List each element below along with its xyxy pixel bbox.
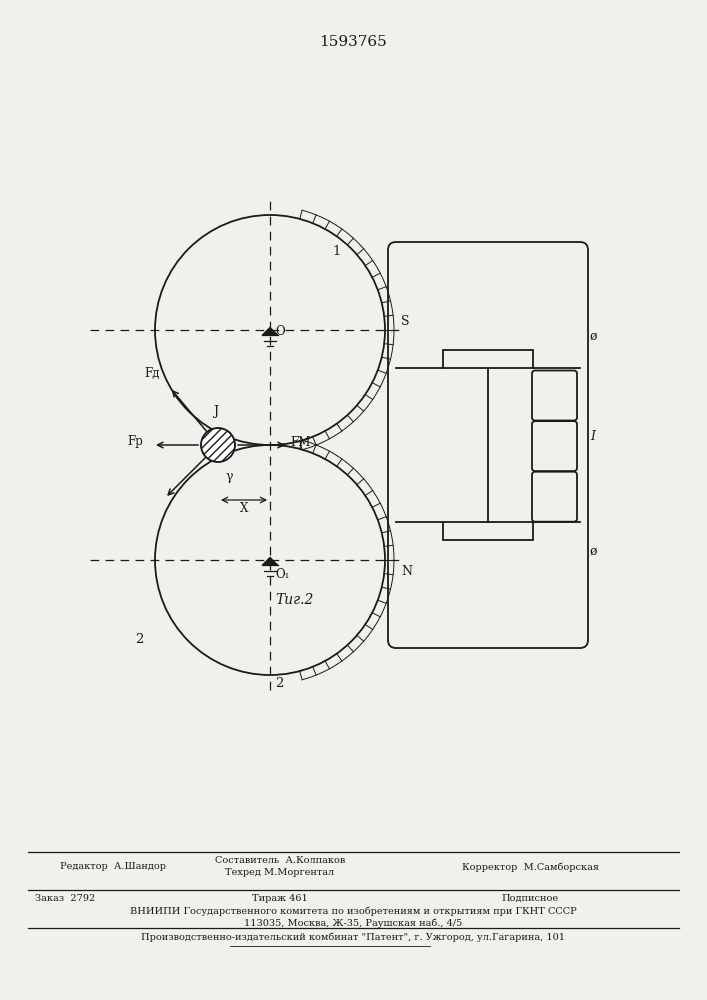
Text: Редактор  А.Шандор: Редактор А.Шандор [60,862,166,871]
Polygon shape [262,557,278,565]
Text: Подписное: Подписное [501,894,559,903]
Text: 2: 2 [275,677,284,690]
Text: 113035, Москва, Ж-35, Раушская наб., 4/5: 113035, Москва, Ж-35, Раушская наб., 4/5 [244,918,462,928]
Circle shape [201,428,235,462]
Text: I: I [590,430,595,443]
Bar [443,350,533,368]
Text: S: S [401,315,409,328]
Text: γ: γ [226,470,233,483]
Text: J: J [213,405,218,418]
Text: Корректор  М.Самборская: Корректор М.Самборская [462,862,599,871]
Text: Производственно-издательский комбинат "Патент", г. Ужгород, ул.Гагарина, 101: Производственно-издательский комбинат "П… [141,933,565,942]
Text: Fд: Fд [144,367,160,380]
Text: 1593765: 1593765 [319,35,387,49]
Text: Τиг.2: Τиг.2 [276,593,314,607]
Text: Заказ  2792: Заказ 2792 [35,894,95,903]
Text: ø: ø [590,330,597,343]
Text: X: X [240,502,248,515]
Text: 1: 1 [332,245,341,258]
Text: N: N [401,565,412,578]
Polygon shape [262,327,278,335]
Text: O: O [275,325,285,338]
Text: Fр: Fр [127,436,143,448]
Text: ø: ø [590,545,597,558]
Bar [443,522,533,540]
Text: 2: 2 [135,633,144,646]
Text: Тираж 461: Тираж 461 [252,894,308,903]
Text: Техред М.Моргентал: Техред М.Моргентал [226,868,334,877]
Text: ВНИИПИ Государственного комитета по изобретениям и открытиям при ГКНТ СССР: ВНИИПИ Государственного комитета по изоб… [129,906,576,916]
Text: O₁: O₁ [275,568,289,581]
Text: Составитель  А.Колпаков: Составитель А.Колпаков [215,856,345,865]
Text: FМ: FМ [290,436,310,448]
